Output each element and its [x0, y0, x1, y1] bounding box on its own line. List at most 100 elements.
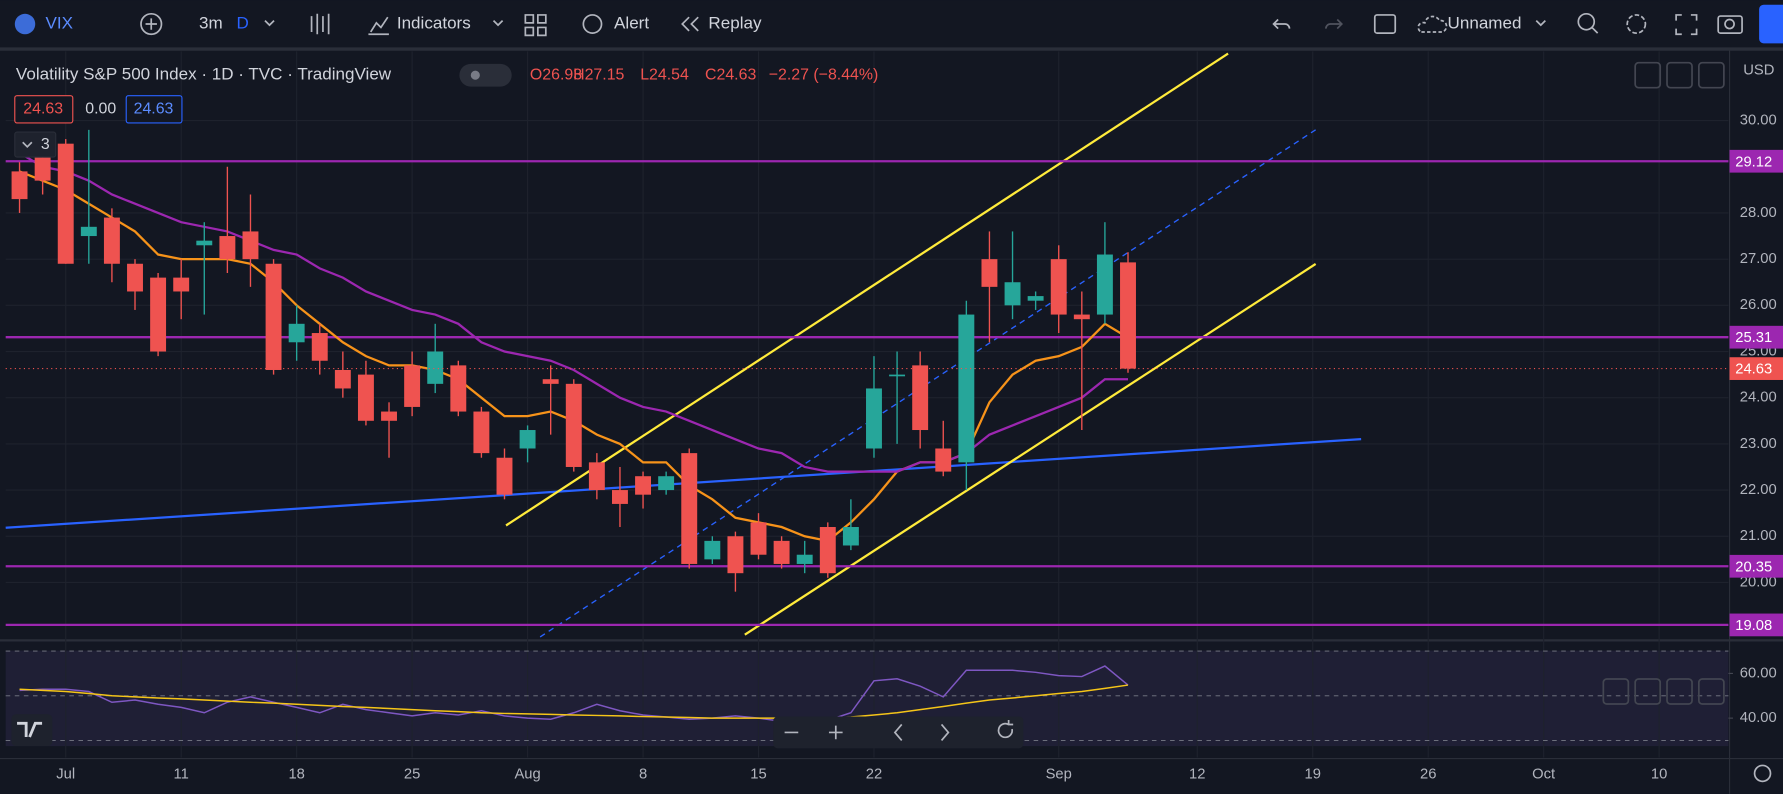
add-symbol-icon[interactable] [140, 12, 163, 36]
x-tick-label: 26 [1420, 766, 1436, 782]
candle-body [1096, 254, 1113, 315]
snapshot[interactable] [1717, 15, 1743, 34]
x-tick-label: Oct [1532, 766, 1555, 782]
candle-body [611, 490, 628, 504]
x-tick-label: Sep [1046, 766, 1072, 782]
search[interactable] [1577, 12, 1596, 31]
y-tick-label: 22.00 [1740, 482, 1777, 498]
status-dot [470, 70, 480, 80]
pane-button[interactable] [1698, 61, 1725, 89]
x-tick-label: Jul [56, 766, 75, 782]
x-tick-label: 22 [866, 766, 882, 782]
candle-body [889, 374, 906, 377]
plus [145, 18, 157, 30]
level-label: 19.08 [1735, 618, 1772, 634]
layout-dropdown[interactable] [1535, 20, 1546, 27]
candle-body [958, 314, 975, 463]
alert-icon[interactable] [582, 14, 603, 34]
pane-button[interactable] [1634, 61, 1662, 89]
legend-open: O26.93 [530, 66, 582, 83]
fullscreen[interactable] [1675, 14, 1698, 36]
lens [1724, 18, 1735, 30]
candle-body [496, 457, 513, 495]
layout-name[interactable]: Unnamed [1448, 14, 1522, 33]
cloud-icon[interactable] [1417, 15, 1448, 33]
candle-body [311, 333, 328, 361]
interval-dropdown[interactable] [264, 20, 275, 27]
indicators-dropdown[interactable] [492, 20, 504, 27]
candle-body [912, 365, 929, 431]
y-tick-label: 23.00 [1740, 436, 1777, 452]
range[interactable]: 3m [199, 14, 223, 33]
symbol-flag [14, 13, 36, 35]
candle-body [773, 540, 790, 564]
market-status[interactable] [459, 63, 512, 87]
candle-body [727, 536, 744, 574]
candle-body [404, 365, 421, 407]
channel-upper[interactable] [505, 52, 1229, 527]
candle-body [473, 411, 490, 454]
legend-low: L24.54 [640, 66, 689, 83]
rsi-line [19, 665, 1129, 725]
chart-type-icon[interactable] [310, 13, 330, 35]
time-zone[interactable] [1753, 764, 1772, 783]
pane-button[interactable] [1698, 678, 1725, 705]
x-tick-label: 8 [639, 766, 647, 782]
x-tick-label: 12 [1189, 766, 1205, 782]
alert[interactable]: Alert [614, 14, 649, 33]
pane-button[interactable] [1666, 678, 1693, 705]
pane-button[interactable] [1602, 678, 1630, 705]
candle-body [173, 277, 190, 292]
currency[interactable]: USD [1743, 63, 1774, 79]
y-tick-label: 20.00 [1740, 574, 1777, 590]
pane-button[interactable] [1634, 678, 1662, 705]
candle-body [103, 217, 120, 264]
collapse-indicators[interactable] [14, 131, 57, 158]
reset-icon[interactable] [997, 719, 1014, 739]
y-tick-label: 28.00 [1740, 205, 1777, 221]
settings[interactable] [1626, 14, 1647, 34]
indicators-icon[interactable] [368, 16, 389, 36]
candle-body [450, 365, 467, 412]
pane-button[interactable] [1666, 61, 1693, 89]
y-tick-label: 27.00 [1740, 251, 1777, 267]
channel-lower[interactable] [744, 263, 1317, 636]
candle-body [1004, 282, 1021, 306]
candle-body [635, 476, 652, 495]
candle-body [150, 277, 167, 352]
symbol[interactable]: VIX [45, 14, 73, 33]
price-label: 24.63 [1735, 362, 1772, 378]
indicator-value-box [125, 95, 183, 124]
navigation-bar [773, 716, 1024, 749]
fullscreen-layout[interactable] [1373, 14, 1397, 34]
candle-body [935, 448, 952, 472]
replay-icon[interactable] [681, 16, 699, 32]
rsi-tick-label: 40.00 [1740, 710, 1777, 726]
x-tick-label: 15 [750, 766, 766, 782]
undo[interactable] [1272, 18, 1291, 30]
y-tick-label: 30.00 [1740, 112, 1777, 128]
legend-title: Volatility S&P 500 Index · 1D · TVC · Tr… [16, 65, 392, 84]
candle-body [219, 236, 236, 260]
candle-body [542, 379, 559, 384]
x-tick-label: 11 [174, 766, 189, 782]
indicators[interactable]: Indicators [397, 14, 471, 33]
x-tick-label: 10 [1651, 766, 1667, 782]
plot [5, 129, 1729, 725]
publish-button[interactable] [1759, 4, 1783, 44]
replay[interactable]: Replay [708, 14, 762, 33]
level-label: 20.35 [1735, 559, 1772, 575]
candle-body [127, 263, 143, 292]
candle-body [1073, 314, 1090, 320]
candle-body [981, 259, 998, 287]
templates-icon[interactable] [524, 14, 547, 37]
candle-body [658, 476, 675, 491]
redo[interactable] [1325, 18, 1344, 30]
candle-body [427, 351, 444, 384]
level-label-box [1729, 554, 1783, 578]
navigation-icons[interactable] [784, 723, 950, 741]
candle-body [588, 462, 605, 491]
candle-body [796, 554, 813, 564]
level-label-box [1729, 149, 1783, 173]
interval[interactable]: D [237, 14, 249, 33]
